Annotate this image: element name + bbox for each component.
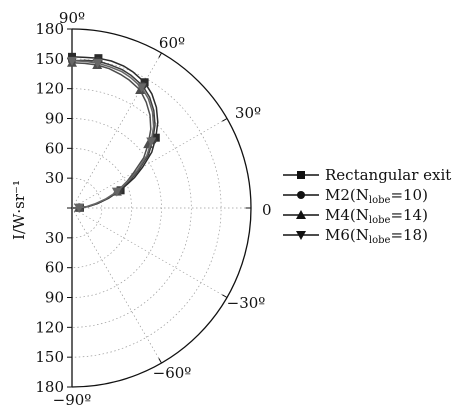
angle-tick-label: 0 <box>262 201 272 219</box>
angle-tick-mark <box>222 294 228 298</box>
legend-label: M2(Nlobe=10) <box>325 186 428 206</box>
angle-tick-label: −30º <box>227 294 266 312</box>
legend-label: M6(Nlobe=18) <box>325 226 428 246</box>
radial-tick-labels: 180 150 120 90 60 30 30 60 90 120 150 180 <box>35 20 64 396</box>
legend-item: M2(Nlobe=10) <box>283 186 428 206</box>
data-marker-triangle-up <box>143 139 154 149</box>
legend-label: Rectangular exit <box>325 166 451 184</box>
series-2 <box>67 57 154 212</box>
data-marker-triangle-up <box>296 210 306 219</box>
radial-tick-label: 30 <box>45 169 64 187</box>
data-marker-triangle-down <box>111 187 122 197</box>
grid-spoke--60 <box>71 207 162 364</box>
grid-circle-30 <box>71 177 102 239</box>
angle-tick-label: 60º <box>159 34 185 52</box>
radial-tick-label: 150 <box>35 348 64 366</box>
radial-tick-label: 120 <box>35 80 64 98</box>
angle-tick-label: 90º <box>59 9 85 27</box>
data-marker-circle <box>297 191 305 199</box>
series-3 <box>67 56 157 213</box>
data-marker-square <box>297 171 305 179</box>
legend-item: Rectangular exit <box>283 166 451 184</box>
angle-tick-label: −90º <box>53 391 92 408</box>
data-marker-triangle-down <box>92 59 103 69</box>
data-marker-triangle-down <box>67 56 77 66</box>
series-line <box>71 60 155 209</box>
angle-tick-label: −60º <box>153 364 192 382</box>
angle-tick-mark <box>158 358 162 364</box>
radial-tick-label: 60 <box>45 139 64 157</box>
grid-circle-120 <box>71 88 192 328</box>
radial-tick-label: 150 <box>35 50 64 68</box>
radial-tick-label: 180 <box>35 378 64 396</box>
legend-item: M4(Nlobe=14) <box>283 206 428 226</box>
data-marker-triangle-down <box>146 137 157 147</box>
polar-frame <box>67 28 252 388</box>
polar-grid <box>71 52 251 364</box>
radial-tick-label: 180 <box>35 20 64 38</box>
legend: Rectangular exit M2(Nlobe=10)M4(Nlobe=14)… <box>283 166 451 246</box>
radial-tick-label: 30 <box>45 229 64 247</box>
angle-tick-label: 30º <box>235 104 261 122</box>
data-marker-triangle-down <box>136 83 147 93</box>
data-marker-triangle-down <box>73 203 84 213</box>
legend-item: M6(Nlobe=18) <box>283 226 428 246</box>
angle-tick-labels: 90º 60º 30º 0 −30º −60º −90º <box>53 9 272 408</box>
angle-tick-mark <box>222 118 228 122</box>
y-axis-label: I/W·sr⁻¹ <box>10 180 28 240</box>
grid-spoke-60 <box>71 52 162 209</box>
radial-tick-label: 90 <box>45 110 64 128</box>
radial-tick-label: 90 <box>45 289 64 307</box>
grid-spoke-30 <box>71 118 228 209</box>
radial-tick-label: 120 <box>35 318 64 336</box>
grid-circle-60 <box>71 147 133 269</box>
radial-tick-label: 60 <box>45 259 64 277</box>
legend-label: M4(Nlobe=14) <box>325 206 428 226</box>
grid-spoke--30 <box>71 207 228 298</box>
grid-circle-150 <box>71 58 222 358</box>
series-group <box>67 52 160 213</box>
angle-tick-mark <box>158 52 162 58</box>
data-marker-triangle-down <box>296 231 306 240</box>
